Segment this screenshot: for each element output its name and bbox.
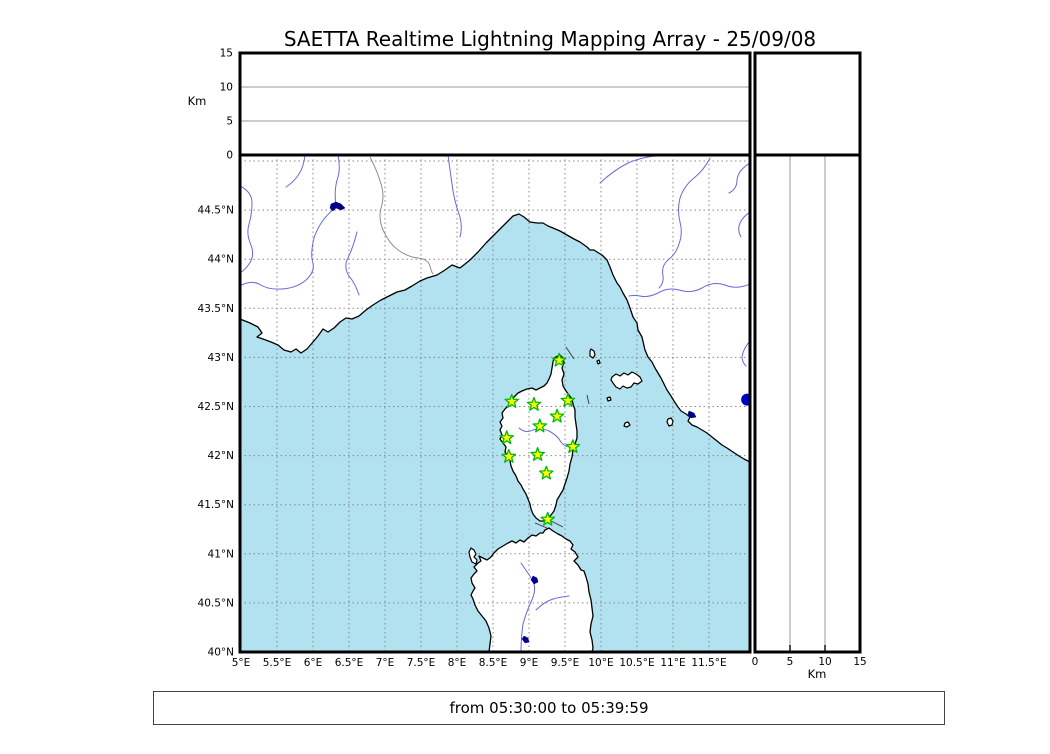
pianosa-island: [606, 396, 612, 402]
lon-tick-label: 10°E: [588, 657, 613, 669]
lon-tick-label: 5.5°E: [263, 657, 292, 669]
top-altitude-panel: 0 5 10 15 Km: [188, 48, 752, 162]
lat-tick-label: 40°N: [208, 647, 234, 659]
station-marker: [526, 396, 542, 411]
lat-tick-label: 40.5°N: [198, 597, 234, 609]
national-border-line: [369, 156, 434, 275]
longitude-tick-labels: 5°E 5.5°E 6°E 6.5°E 7°E 7.5°E 8°E 8.5°E 9°E 9.5°E…: [232, 657, 727, 669]
sardinia-lake-1: [530, 575, 539, 585]
station-marker: [551, 352, 567, 367]
lon-tick-label: 5°E: [232, 657, 251, 669]
right-alt-tick-label: 15: [853, 656, 866, 668]
right-alt-tick-label: 5: [787, 656, 794, 668]
rivers: [240, 155, 750, 652]
right-panel-tick-labels: 0 5 10 15: [752, 656, 867, 668]
top-alt-tick-label: 15: [220, 48, 233, 60]
mainland-coastline: [240, 213, 750, 463]
elba-island: [610, 371, 643, 390]
corsica-landmass: [500, 355, 577, 521]
montecristo-island: [623, 421, 631, 428]
right-panel-gridlines: [789, 155, 826, 652]
lon-tick-label: 8°E: [448, 657, 467, 669]
asinara-island: [468, 547, 478, 565]
lon-tick-label: 11°E: [660, 657, 685, 669]
time-range-box: from 05:30:00 to 05:39:59: [153, 691, 945, 725]
lon-tick-label: 6.5°E: [335, 657, 364, 669]
top-alt-tick-label: 10: [220, 82, 233, 94]
lon-tick-label: 9°E: [520, 657, 539, 669]
lon-tick-label: 9.5°E: [551, 657, 580, 669]
sardinia-lake-2: [521, 635, 530, 644]
lightning-event-dot: [741, 393, 750, 406]
latitude-tick-labels: 40°N 40.5°N 41°N 41.5°N 42°N 42.5°N 43°N 43.5°N…: [198, 205, 234, 659]
top-alt-tick-label: 5: [226, 116, 233, 128]
station-marker: [530, 446, 545, 461]
lat-tick-label: 41°N: [208, 548, 234, 560]
top-alt-tick-label: 0: [226, 150, 233, 162]
top-panel-tick-labels: 0 5 10 15: [220, 48, 233, 162]
right-altitude-axis-label: Km: [808, 667, 827, 681]
map-panel: 5°E 5.5°E 6°E 6.5°E 7°E 7.5°E 8°E 8.5°E 9°E 9.5°E…: [198, 153, 752, 669]
sardinia-landmass: [471, 528, 593, 652]
lon-tick-label: 7°E: [376, 657, 395, 669]
lon-tick-label: 11.5°E: [691, 657, 726, 669]
graticule-grid: [240, 155, 750, 652]
station-marker: [540, 511, 556, 526]
station-markers: [499, 352, 581, 526]
lat-tick-label: 44.5°N: [198, 205, 234, 217]
top-altitude-axis-label: Km: [188, 94, 207, 108]
station-marker: [499, 430, 514, 445]
station-marker: [549, 408, 565, 423]
lightning-events: [741, 393, 750, 406]
lakes: [329, 201, 697, 644]
page-title: SAETTA Realtime Lightning Mapping Array …: [284, 27, 816, 51]
mainland-europe-landmass: [240, 155, 750, 462]
lat-tick-label: 41.5°N: [198, 499, 234, 511]
small-islet: [596, 359, 601, 365]
capraia-island: [589, 348, 596, 359]
station-marker: [560, 392, 576, 407]
lon-tick-label: 8.5°E: [479, 657, 508, 669]
lat-tick-label: 43°N: [208, 352, 234, 364]
map-frame: [238, 153, 752, 654]
strait-marks: [534, 346, 590, 529]
lat-tick-label: 44°N: [208, 254, 234, 266]
top-panel-gridlines: [240, 86, 750, 122]
right-altitude-panel: 0 5 10 15 Km: [752, 153, 867, 681]
station-marker: [504, 393, 520, 408]
lat-tick-label: 42°N: [208, 450, 234, 462]
station-marker: [538, 465, 554, 480]
lat-tick-label: 43.5°N: [198, 303, 234, 315]
alpine-lake: [329, 201, 346, 212]
giglio-island: [666, 417, 674, 427]
corsica-coastline: [499, 354, 578, 522]
corner-panel: [753, 51, 862, 157]
station-marker: [565, 439, 581, 454]
lon-tick-label: 10.5°E: [619, 657, 654, 669]
lat-tick-label: 42.5°N: [198, 401, 234, 413]
station-marker: [501, 448, 517, 463]
time-range-label: from 05:30:00 to 05:39:59: [449, 699, 649, 717]
lon-tick-label: 7.5°E: [407, 657, 436, 669]
sardinia-coastline: [470, 527, 594, 652]
right-panel-frame: [753, 153, 862, 654]
top-panel-frame: [238, 51, 752, 157]
station-marker: [532, 418, 548, 433]
right-alt-tick-label: 10: [818, 656, 831, 668]
right-alt-tick-label: 0: [752, 656, 759, 668]
lon-tick-label: 6°E: [304, 657, 323, 669]
